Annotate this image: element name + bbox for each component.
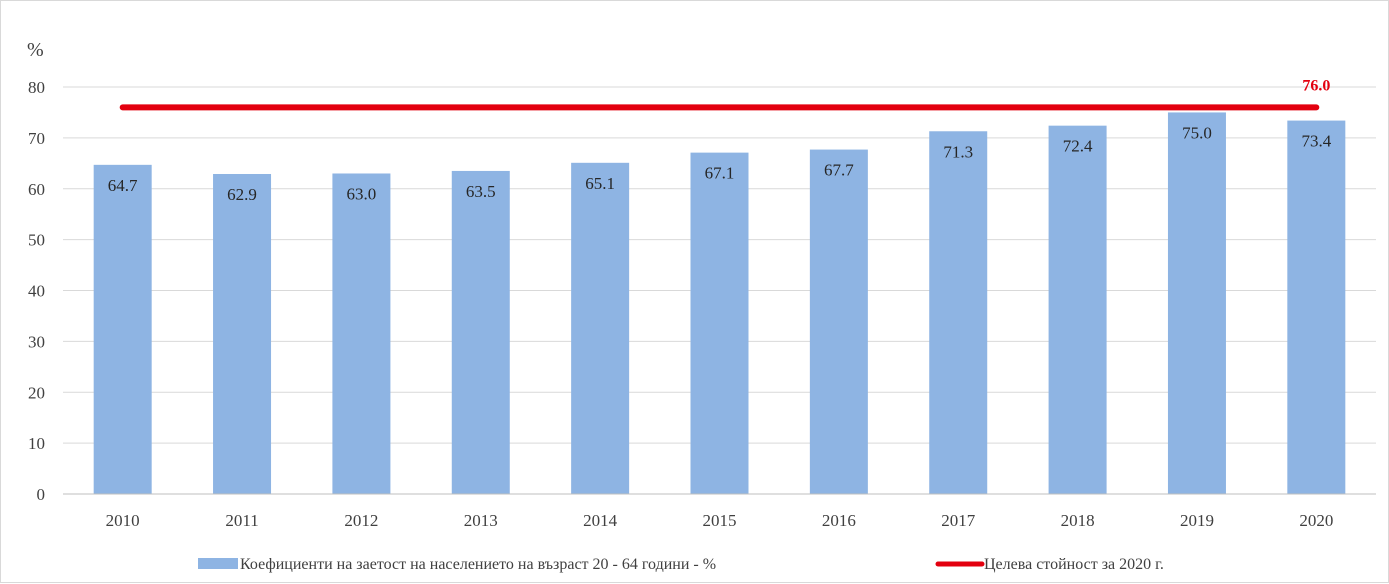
data-label-2017: 71.3 xyxy=(943,142,973,161)
y-tick-label-70: 70 xyxy=(28,129,45,148)
y-tick-label-50: 50 xyxy=(28,231,45,250)
x-tick-label-2017: 2017 xyxy=(941,511,976,530)
x-tick-label-2016: 2016 xyxy=(822,511,856,530)
data-label-2015: 67.1 xyxy=(705,164,735,183)
data-label-2018: 72.4 xyxy=(1063,137,1093,156)
bar-2017 xyxy=(929,131,988,495)
bar-2016 xyxy=(809,149,868,495)
x-tick-label-2013: 2013 xyxy=(464,511,498,530)
bar-2012 xyxy=(332,173,391,495)
bar-2020 xyxy=(1287,120,1346,494)
x-tick-label-2015: 2015 xyxy=(703,511,737,530)
data-label-2016: 67.7 xyxy=(824,161,854,180)
x-tick-label-2018: 2018 xyxy=(1061,511,1095,530)
data-label-2010: 64.7 xyxy=(108,176,138,195)
y-tick-label-30: 30 xyxy=(28,332,45,351)
legend-target-label: Целева стойност за 2020 г. xyxy=(984,556,1164,573)
bar-2010 xyxy=(93,164,152,494)
y-tick-label-20: 20 xyxy=(28,383,45,402)
y-tick-label-80: 80 xyxy=(28,78,45,97)
x-tick-label-2014: 2014 xyxy=(583,511,618,530)
y-tick-label-0: 0 xyxy=(37,485,46,504)
x-tick-label-2012: 2012 xyxy=(344,511,378,530)
target-value-label: 76.0 xyxy=(1302,77,1330,94)
y-tick-label-60: 60 xyxy=(28,180,45,199)
data-label-2013: 63.5 xyxy=(466,182,496,201)
x-tick-label-2010: 2010 xyxy=(106,511,140,530)
data-label-2019: 75.0 xyxy=(1182,123,1212,142)
data-label-2012: 63.0 xyxy=(347,184,377,203)
data-label-2014: 65.1 xyxy=(585,174,615,193)
bar-2015 xyxy=(690,152,749,494)
y-axis-unit-label: % xyxy=(27,39,44,61)
bar-2019 xyxy=(1167,112,1226,494)
y-tick-label-40: 40 xyxy=(28,282,45,301)
bar-2011 xyxy=(213,173,272,494)
data-label-2011: 62.9 xyxy=(227,185,257,204)
legend-bar-label: Коефициенти на заетост на населението на… xyxy=(240,556,716,573)
legend-bar-swatch xyxy=(198,558,238,569)
bar-2014 xyxy=(571,162,630,494)
x-tick-label-2011: 2011 xyxy=(225,511,258,530)
bar-2018 xyxy=(1048,125,1107,494)
x-tick-label-2020: 2020 xyxy=(1299,511,1333,530)
bar-2013 xyxy=(451,170,510,494)
x-tick-label-2019: 2019 xyxy=(1180,511,1214,530)
data-label-2020: 73.4 xyxy=(1301,132,1331,151)
y-tick-label-10: 10 xyxy=(28,434,45,453)
